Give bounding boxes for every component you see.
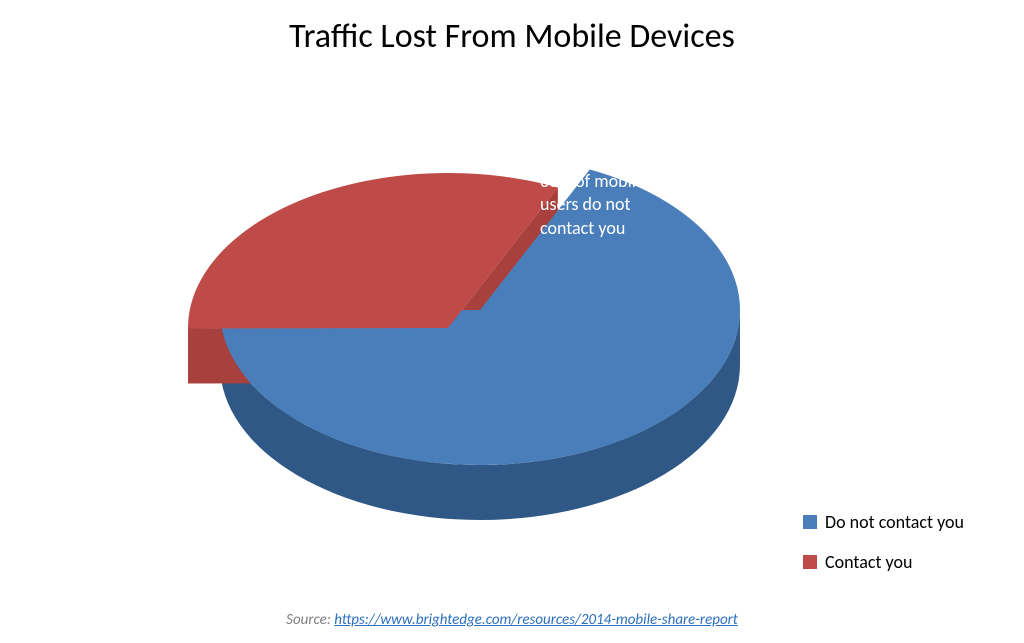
pie-chart: 68% of mobile users do not contact you (140, 80, 840, 565)
legend-item: Do not contact you (803, 511, 964, 533)
legend-swatch (803, 515, 817, 529)
source-prefix: Source: (286, 611, 334, 629)
legend-item: Contact you (803, 551, 964, 573)
source-line: Source: https://www.brightedge.com/resou… (0, 611, 1024, 629)
legend: Do not contact you Contact you (803, 493, 964, 573)
chart-title: Traffic Lost From Mobile Devices (0, 16, 1024, 57)
legend-label: Contact you (825, 551, 912, 573)
source-link[interactable]: https://www.brightedge.com/resources/201… (334, 611, 738, 629)
pie-svg (140, 80, 840, 560)
legend-swatch (803, 555, 817, 569)
chart-stage: Traffic Lost From Mobile Devices 68% of … (0, 0, 1024, 643)
slice-label-do_not_contact: 68% of mobile users do not contact you (540, 170, 645, 240)
legend-label: Do not contact you (825, 511, 964, 533)
